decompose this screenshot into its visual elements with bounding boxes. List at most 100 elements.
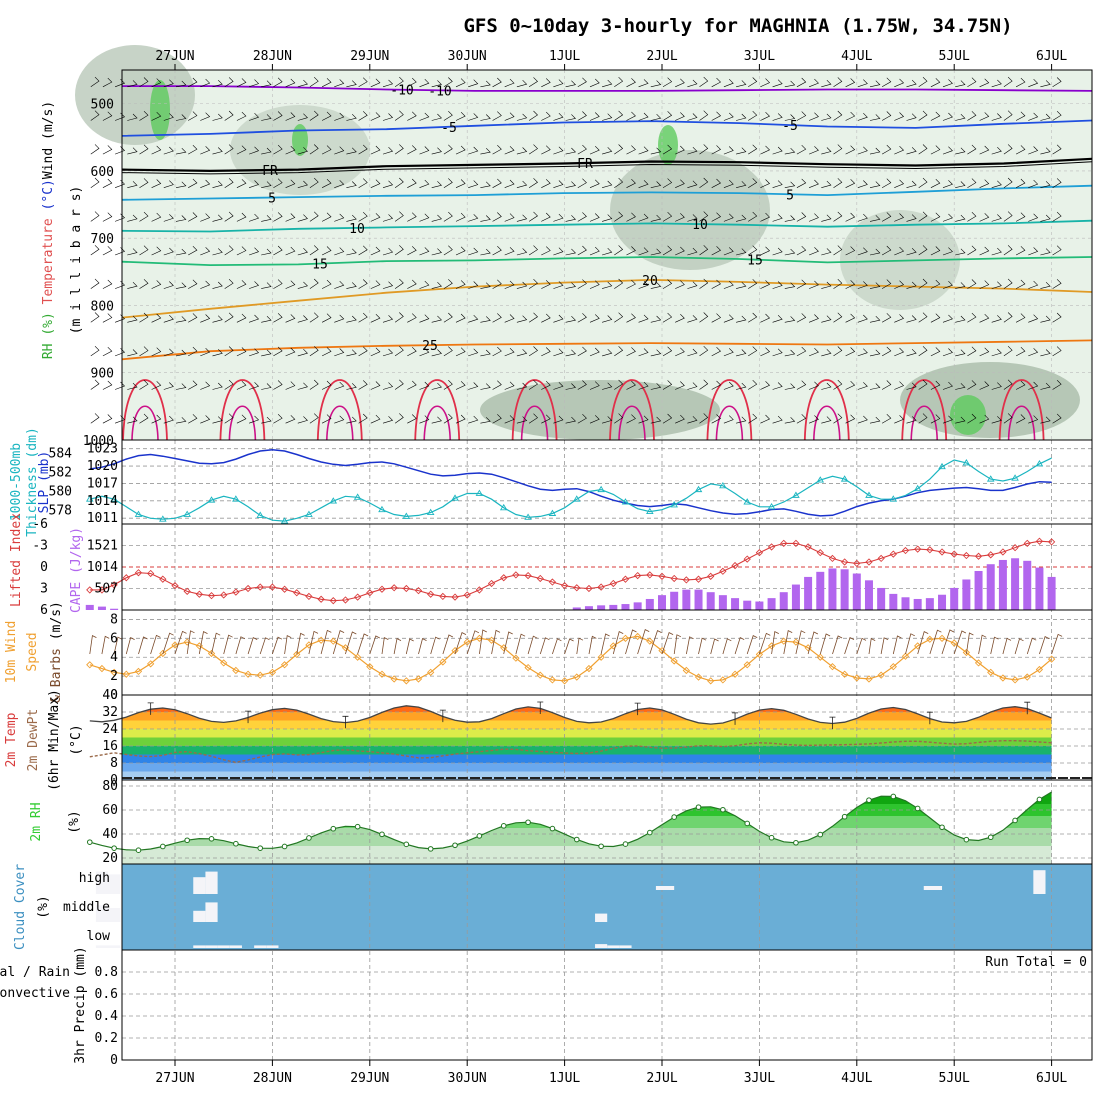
wind-barb (431, 315, 442, 323)
axis-title-part: Cloud Cover (13, 864, 28, 950)
cape-bar (609, 604, 618, 610)
cloud-cell (193, 910, 206, 922)
pressure-tick-label: 500 (91, 98, 114, 113)
wind-barb (748, 178, 758, 188)
wind-barb (906, 247, 917, 256)
lifted-index-marker (427, 590, 435, 598)
wind-barb (821, 382, 832, 390)
wind-barb (443, 279, 453, 289)
wind-barb (906, 113, 917, 121)
cloud-cell (595, 944, 608, 948)
wind-barb (955, 214, 966, 222)
cape-bar (1047, 576, 1056, 610)
wind-barb (1028, 213, 1039, 222)
cape-bar (658, 595, 666, 610)
wind-barb (516, 180, 528, 188)
wind-barb (723, 112, 734, 121)
wind-barb (687, 180, 698, 188)
lifted-index-marker (159, 575, 167, 583)
axis-title-part: CAPE (J/kg) (69, 527, 84, 613)
wind-barb (528, 346, 538, 357)
wind-barb (881, 279, 892, 289)
wind-barb (967, 111, 977, 121)
lifted-index-marker (414, 587, 423, 595)
wind-barb (638, 180, 649, 188)
wind-barb (1052, 379, 1062, 390)
wind-barb (334, 79, 345, 88)
wind-barb (188, 380, 198, 390)
wind-barb (869, 248, 881, 256)
wind-barb (236, 280, 247, 289)
rh-band (122, 816, 1052, 828)
wind-barb (90, 110, 100, 121)
wind-barb (431, 281, 442, 289)
wind-barb (394, 379, 404, 390)
wind-barb (223, 634, 233, 655)
wind-barb (358, 413, 368, 424)
wind-barb (967, 211, 977, 222)
thickness-tick-label: 578 (49, 504, 72, 519)
wind-barb (468, 348, 479, 357)
wind-barb (382, 315, 394, 323)
wind-barb (297, 281, 308, 289)
contour-label: -5 (782, 119, 798, 134)
wind-barb (419, 314, 430, 323)
wind-barb (808, 314, 819, 323)
wind-barb (418, 638, 427, 655)
wind-barb (454, 632, 467, 655)
wind-barb (979, 246, 990, 256)
temperature-contour (121, 184, 1093, 201)
wind-barb (151, 246, 162, 256)
cloud-cell (108, 908, 121, 922)
wind-barb (784, 215, 796, 222)
wind-barb (1003, 76, 1013, 88)
wind-barb (419, 348, 430, 357)
wind-barb (516, 281, 528, 289)
wind-barb (1003, 312, 1013, 323)
temp-axis-title: 2m Temp (4, 712, 19, 767)
wind-barb (929, 629, 942, 655)
wind-barb (309, 76, 319, 88)
wind-barb (1015, 212, 1026, 222)
thickness-marker (207, 496, 216, 503)
wind-barb (723, 348, 734, 357)
wind-barb (101, 635, 110, 655)
wind-barb (723, 381, 734, 390)
wind-speed-marker (536, 671, 544, 679)
slp-tick-label: 1014 (87, 494, 118, 509)
wind-barb (589, 246, 600, 256)
wind-barb (345, 631, 357, 655)
wind-barb (285, 213, 296, 222)
lifted-index-marker (390, 584, 398, 592)
rh-marker (427, 846, 434, 852)
cloud-cell (193, 877, 206, 894)
wind-barb (334, 415, 345, 424)
hot-contour (715, 405, 744, 441)
wind-barb (760, 78, 771, 88)
wind-barb (139, 312, 149, 323)
wind-barb (930, 313, 941, 323)
wind-barb (1051, 633, 1063, 655)
wind-barb (638, 415, 649, 424)
wind-tick-label: 0 (110, 688, 118, 703)
wind-barb (480, 383, 491, 390)
cape-bar (1011, 558, 1020, 610)
wind-speed-marker (926, 635, 934, 643)
wind-barb (759, 632, 771, 655)
wind-barb (332, 630, 345, 655)
wind-barb (163, 146, 174, 155)
wind-barb (784, 114, 796, 121)
rh-marker (549, 825, 556, 832)
wind-barb (564, 638, 574, 655)
wind-barb (443, 77, 453, 88)
wind-barb (334, 180, 345, 188)
wind-barb (163, 113, 174, 121)
wind-barb (748, 144, 758, 155)
wind-barb (139, 279, 149, 289)
wind-barb (638, 381, 649, 390)
wind-speed-marker (950, 639, 958, 647)
wind-barb (857, 415, 868, 424)
wind-barb (687, 281, 698, 289)
wind-barb (382, 348, 394, 357)
wind-barb (407, 346, 417, 357)
